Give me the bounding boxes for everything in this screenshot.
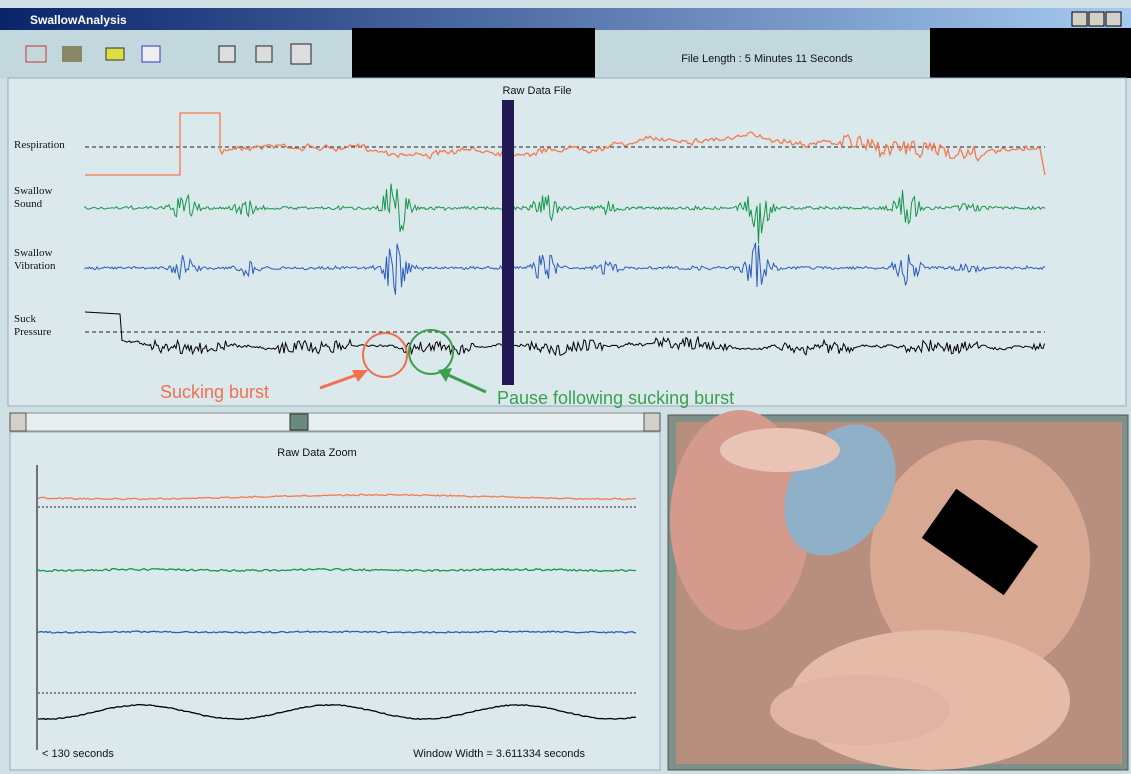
channel-label: Respiration	[14, 139, 65, 151]
arrow-head	[352, 370, 368, 382]
scroll-left[interactable]	[9, 412, 27, 432]
tool-icon[interactable]	[62, 46, 82, 62]
close[interactable]	[1105, 11, 1122, 27]
arrow-head	[438, 368, 452, 382]
window-width-label: Window Width = 3.611334 seconds	[413, 748, 585, 760]
annotation: Sucking burst	[160, 382, 269, 402]
highlight-circle	[408, 329, 454, 375]
maximize[interactable]	[1088, 11, 1105, 27]
panel-title: Raw Data Zoom	[277, 447, 356, 459]
arrow	[445, 372, 487, 394]
panel-title: Raw Data File	[502, 85, 571, 97]
title-bar	[0, 8, 1131, 30]
scrollbar[interactable]	[9, 412, 661, 432]
channel-label-line: Vibration	[14, 260, 56, 272]
scroll-right[interactable]	[643, 412, 661, 432]
rewind-button[interactable]	[290, 43, 312, 65]
channel-label: Swallow Sound	[14, 185, 53, 210]
waveform	[84, 183, 1046, 244]
toolbar-icons[interactable]	[25, 43, 312, 65]
channel-label-line: Swallow	[14, 247, 53, 259]
channel-label-line: Sound	[14, 198, 43, 210]
tool-icon[interactable]	[25, 45, 47, 63]
channel-label: Swallow Vibration	[14, 247, 56, 272]
waveform	[85, 112, 1046, 176]
waveform	[37, 630, 637, 634]
window-controls[interactable]	[1071, 11, 1122, 27]
channel-label-line: Swallow	[14, 185, 53, 197]
channel-label-line: Pressure	[14, 326, 51, 338]
play-button[interactable]	[218, 45, 236, 63]
waveform	[84, 311, 1045, 357]
scroll-thumb[interactable]	[289, 413, 309, 431]
window-title: SwallowAnalysis	[30, 13, 127, 27]
position-label: < 130 seconds	[42, 748, 114, 760]
cursor-bar[interactable]	[502, 100, 514, 385]
video-frame	[667, 410, 1129, 771]
annotation: Pause following sucking burst	[497, 388, 734, 408]
tool-icon[interactable]	[105, 47, 125, 61]
stop-button[interactable]	[255, 45, 273, 63]
raw-data-panel	[7, 77, 1127, 407]
zoom-panel	[9, 431, 661, 771]
channel-label-line: Suck	[14, 313, 37, 325]
redaction	[930, 28, 1131, 78]
channel-label-line: Respiration	[14, 139, 65, 151]
file-length: File Length : 5 Minutes 11 Seconds	[681, 53, 853, 65]
waveform	[38, 703, 637, 721]
minimize[interactable]	[1071, 11, 1088, 27]
redaction	[352, 28, 595, 78]
waveform	[37, 567, 637, 573]
waveform	[37, 493, 637, 501]
waveform	[84, 242, 1046, 295]
highlight-circle	[362, 332, 408, 378]
tool-icon[interactable]	[141, 45, 161, 63]
channel-label: Suck Pressure	[14, 313, 51, 338]
